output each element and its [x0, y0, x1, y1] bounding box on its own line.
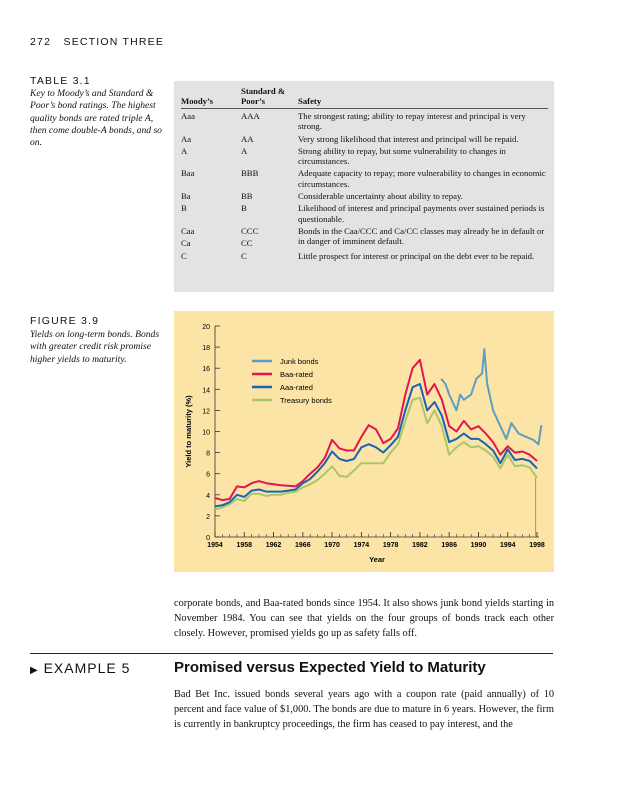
- cell-sp: C: [241, 250, 247, 261]
- y-tick-label: 16: [202, 366, 210, 373]
- y-tick-label: 14: [202, 387, 210, 394]
- divider: [30, 653, 553, 654]
- y-tick-label: 6: [206, 472, 210, 479]
- y-tick-label: 4: [206, 493, 210, 500]
- table-row: Aaa AAA The strongest rating; ability to r…: [181, 109, 548, 132]
- x-tick-label: 1962: [266, 542, 282, 549]
- series-line-treasury-bonds: [214, 396, 538, 511]
- body-paragraph-2: Bad Bet Inc. issued bonds several years …: [174, 689, 554, 731]
- y-tick-label: 8: [206, 451, 210, 458]
- col-moodys: Moody’s: [181, 86, 241, 109]
- y-tick-label: 2: [206, 514, 210, 521]
- col-safety: Safety: [298, 86, 548, 109]
- table-row: Aa AA Very strong likelihood that interest…: [181, 132, 548, 144]
- yield-chart: 0 2 4 6 8 10 12 14 16 18 20 1954 1958 1962 1966 1970 197…: [184, 324, 545, 564]
- cell-safety: Strong ability to repay, but some vulner…: [298, 145, 506, 167]
- cell-safety: The strongest rating; ability to repay i…: [298, 111, 526, 132]
- cell-sp: B: [241, 203, 247, 214]
- cell-moodys: Caa: [181, 225, 195, 236]
- x-tick-label: 1974: [354, 542, 370, 549]
- col-sp: Standard & Poor’s: [241, 86, 298, 109]
- y-tick-label: 10: [202, 430, 210, 437]
- x-tick-label: 1954: [207, 542, 223, 549]
- series-line-baa-rated: [214, 358, 538, 502]
- table-row: Caa CCC Bonds in the Caa/CCC and Ca/CC cla…: [181, 224, 548, 246]
- legend-label: Treasury bonds: [280, 396, 332, 405]
- figure-label: FIGURE 3.9: [30, 315, 100, 327]
- y-tick-label: 18: [202, 345, 210, 352]
- x-tick-label: 1966: [295, 542, 311, 549]
- cell-moodys: Ba: [181, 191, 191, 202]
- cell-sp: BB: [241, 191, 253, 202]
- series-line-junk-bonds: [440, 348, 543, 446]
- cell-moodys: Aa: [181, 133, 192, 144]
- table-row: Ba BB Considerable uncertainty about abili…: [181, 189, 548, 201]
- cell-sp: A: [241, 145, 248, 156]
- y-axis-label: Yield to maturity (%): [184, 395, 193, 468]
- cell-sp: AA: [241, 133, 254, 144]
- example-title: Promised versus Expected Yield to Maturi…: [174, 659, 486, 676]
- page-number: 272: [30, 36, 52, 48]
- yield-chart-panel: 0 2 4 6 8 10 12 14 16 18 20 1954 1958 1962 1966 1970 197…: [174, 311, 554, 572]
- table-row: C C Little prospect for interest or princi…: [181, 249, 548, 261]
- cell-safety: Adequate capacity to repay; more vulnera…: [298, 168, 546, 189]
- cell-sp: BBB: [241, 168, 259, 179]
- x-tick-label: 1994: [500, 542, 516, 549]
- cell-safety: Likelihood of interest and principal pay…: [298, 203, 545, 224]
- cell-moodys: Baa: [181, 168, 195, 179]
- y-tick-label: 20: [202, 324, 210, 331]
- cell-safety: Very strong likelihood that interest and…: [298, 133, 519, 144]
- cell-moodys: B: [181, 203, 187, 214]
- table-row: Ca CC: [181, 236, 548, 248]
- x-tick-label: 1978: [383, 542, 399, 549]
- cell-moodys: C: [181, 250, 187, 261]
- x-axis-label: Year: [369, 555, 385, 564]
- bond-ratings-table: Moody’s Standard & Poor’s Safety Aaa AAA T…: [174, 81, 554, 292]
- series-line-aaa-rated: [214, 383, 538, 508]
- x-tick-label: 1970: [324, 542, 340, 549]
- example-label: ▶ EXAMPLE 5: [30, 660, 131, 676]
- y-tick-label: 12: [202, 408, 210, 415]
- cell-moodys: Aaa: [181, 111, 195, 121]
- x-tick-label: 1986: [441, 542, 457, 549]
- triangle-right-icon: ▶: [30, 665, 39, 676]
- cell-safety: Considerable uncertainty about ability t…: [298, 191, 463, 202]
- table-row: B B Likelihood of interest and principal p…: [181, 201, 548, 224]
- figure-caption: Yields on long-term bonds. Bonds with gr…: [30, 329, 160, 365]
- table-row: Baa BBB Adequate capacity to repay; more v…: [181, 166, 548, 189]
- cell-moodys: Ca: [181, 238, 191, 249]
- cell-safety: Bonds in the Caa/CCC and Ca/CC classes m…: [298, 225, 545, 247]
- table-label: TABLE 3.1: [30, 75, 91, 87]
- x-tick-label: 1982: [412, 542, 428, 549]
- x-tick-label: 1998: [529, 542, 545, 549]
- y-tick-label: 0: [206, 535, 210, 542]
- cell-sp: CC: [241, 238, 253, 249]
- body-paragraph-1: corporate bonds, and Baa-rated bonds sin…: [174, 598, 554, 640]
- cell-moodys: A: [181, 145, 188, 156]
- cell-sp: AAA: [241, 111, 260, 121]
- legend-label: Junk bonds: [280, 357, 319, 366]
- running-header: 272 SECTION THREE: [30, 36, 164, 48]
- x-tick-label: 1958: [236, 542, 252, 549]
- cell-sp: CCC: [241, 225, 259, 236]
- table-row: A A Strong ability to repay, but some vuln…: [181, 144, 548, 167]
- legend-label: Aaa-rated: [280, 383, 313, 392]
- table-caption: Key to Moody’s and Standard & Poor’s bon…: [30, 88, 162, 149]
- legend-label: Baa-rated: [280, 370, 313, 379]
- cell-safety: Little prospect for interest or principa…: [298, 250, 535, 261]
- section-title: SECTION THREE: [63, 36, 165, 48]
- x-tick-label: 1990: [471, 542, 487, 549]
